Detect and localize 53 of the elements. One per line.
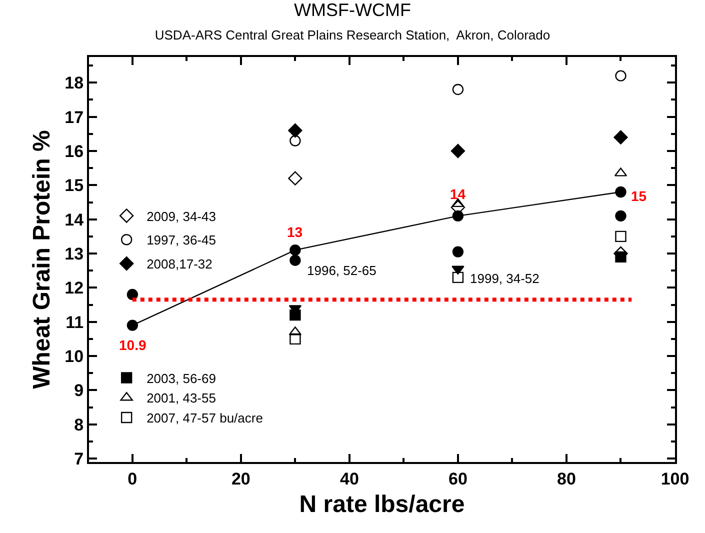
x-tick-label: 60 [448,469,468,488]
point [288,171,302,186]
point [126,288,138,300]
legend-label: 2009, 34-43 [146,208,216,224]
y-tick-label: 8 [74,415,84,434]
point [452,272,464,284]
y-tick-label: 9 [74,381,84,400]
x-tick-label: 20 [231,469,250,488]
y-axis-title: Wheat Grain Protein % [28,130,56,389]
legend-label: 1997, 36-45 [146,232,216,248]
annotation: 1999, 34-52 [470,271,540,286]
x-tick-label: 0 [128,469,138,488]
y-tick-label: 16 [64,142,84,161]
y-tick-label: 15 [64,176,84,196]
data-label: 15 [631,188,647,204]
y-tick-label: 13 [64,244,84,264]
legend-label: 2003, 56-69 [146,370,216,386]
point [614,130,628,144]
point [452,246,464,258]
y-tick-label: 7 [74,450,84,469]
data-label: 13 [287,224,303,240]
y-tick-label: 10 [64,347,84,366]
chart-title: WMSF-WCMF [294,0,411,20]
data-label: 14 [450,186,466,202]
point [126,320,138,331]
point [290,135,301,146]
y-tick-label: 11 [66,312,84,332]
chart-subtitle: USDA-ARS Central Great Plains Research Station, Akron, Colorado [154,27,550,42]
point [290,333,301,345]
point [615,230,626,242]
y-tick-label: 18 [64,74,84,93]
point [290,254,301,266]
annotation: 1996, 52-65 [307,263,376,278]
x-axis-title: N rate lbs/acre [299,491,465,518]
legend-label: 2008,17-32 [146,256,212,272]
legend-label: 2001, 43-55 [146,390,216,406]
y-tick-label: 12 [64,278,84,298]
legend-label: 2007, 47-57 bu/acre [146,410,263,426]
y-tick-label: 17 [64,108,84,127]
x-tick-label: 40 [340,469,359,488]
point [452,210,464,222]
point [288,123,302,138]
data-label: 10.9 [119,337,146,353]
point [615,251,626,263]
point [450,144,466,158]
point [615,186,626,198]
x-tick-label: 80 [557,469,576,488]
x-tick-label: 100 [660,469,690,488]
y-tick-label: 14 [64,210,84,230]
point [615,70,626,82]
point [452,84,464,96]
point [290,244,301,256]
point [615,210,626,222]
